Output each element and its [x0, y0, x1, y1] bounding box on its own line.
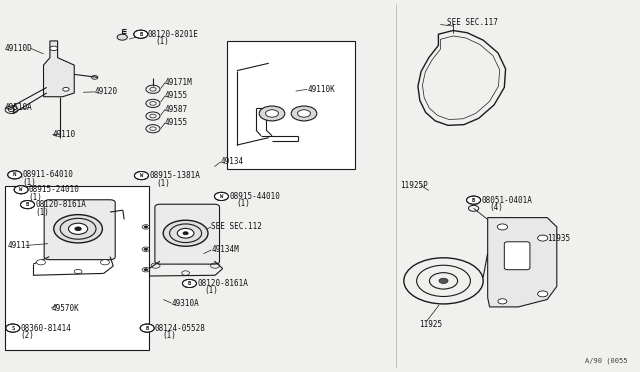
Text: B: B	[145, 326, 149, 331]
Text: 08124-05528: 08124-05528	[155, 324, 205, 333]
Text: 08915-1381A: 08915-1381A	[149, 171, 200, 180]
Circle shape	[8, 171, 22, 179]
FancyBboxPatch shape	[44, 200, 115, 260]
Text: (1): (1)	[237, 199, 251, 208]
Text: 08120-8161A: 08120-8161A	[35, 200, 86, 209]
Circle shape	[54, 215, 102, 243]
Text: 49155: 49155	[165, 118, 188, 127]
Text: 49587: 49587	[165, 105, 188, 114]
Circle shape	[182, 279, 196, 288]
Text: 11935: 11935	[547, 234, 570, 243]
Text: 08051-0401A: 08051-0401A	[481, 196, 532, 205]
Circle shape	[20, 201, 35, 209]
Circle shape	[214, 192, 228, 201]
Text: 49110K: 49110K	[307, 85, 335, 94]
Circle shape	[498, 299, 507, 304]
Circle shape	[467, 196, 481, 204]
Text: (1): (1)	[35, 208, 49, 217]
Text: 08911-64010: 08911-64010	[22, 170, 73, 179]
Circle shape	[291, 106, 317, 121]
Circle shape	[298, 110, 310, 117]
Circle shape	[144, 248, 148, 250]
Text: B: B	[139, 32, 143, 37]
Text: 11925P: 11925P	[400, 181, 428, 190]
Bar	[5, 186, 149, 350]
FancyBboxPatch shape	[155, 204, 220, 264]
Circle shape	[538, 235, 548, 241]
Text: B: B	[472, 198, 476, 203]
Text: SEE SEC.112: SEE SEC.112	[211, 222, 262, 231]
Circle shape	[538, 291, 548, 297]
Circle shape	[134, 30, 148, 38]
Text: (1): (1)	[157, 179, 171, 187]
Text: S: S	[11, 326, 15, 331]
Text: W: W	[140, 173, 143, 178]
Text: 49120: 49120	[95, 87, 118, 96]
Circle shape	[68, 223, 88, 234]
Text: 49171M: 49171M	[165, 78, 193, 87]
FancyBboxPatch shape	[504, 242, 530, 270]
Text: 49110D: 49110D	[5, 44, 33, 53]
Circle shape	[6, 324, 20, 332]
Circle shape	[117, 34, 127, 40]
Text: 49310A: 49310A	[172, 299, 199, 308]
Circle shape	[144, 269, 148, 271]
Text: 08915-24010: 08915-24010	[29, 185, 79, 194]
Text: (4): (4)	[489, 203, 503, 212]
Text: (1): (1)	[22, 178, 36, 187]
Text: W: W	[220, 194, 223, 199]
Circle shape	[50, 46, 58, 51]
Text: 08360-81414: 08360-81414	[20, 324, 71, 333]
Circle shape	[259, 106, 285, 121]
Circle shape	[134, 171, 148, 180]
Text: 08120-8161A: 08120-8161A	[197, 279, 248, 288]
Text: A/90 (0055: A/90 (0055	[585, 357, 627, 364]
Circle shape	[266, 110, 278, 117]
Text: 49570K: 49570K	[51, 304, 79, 312]
Text: (1): (1)	[29, 193, 43, 202]
Circle shape	[177, 228, 194, 238]
Text: (1): (1)	[205, 286, 219, 295]
Text: W: W	[19, 187, 23, 192]
Circle shape	[183, 232, 188, 235]
Text: N: N	[13, 172, 17, 177]
Text: 11925: 11925	[419, 320, 442, 329]
Text: 49111: 49111	[8, 241, 31, 250]
Bar	[227, 41, 355, 169]
Polygon shape	[44, 41, 74, 97]
Text: 49510A: 49510A	[5, 103, 33, 112]
Circle shape	[100, 260, 109, 265]
Circle shape	[14, 186, 28, 194]
Circle shape	[497, 224, 508, 230]
Circle shape	[140, 324, 154, 332]
Text: 49155: 49155	[165, 92, 188, 100]
Circle shape	[439, 278, 448, 283]
Text: 08915-44010: 08915-44010	[229, 192, 280, 201]
Circle shape	[144, 226, 148, 228]
Text: 49134: 49134	[221, 157, 244, 166]
Text: 49134M: 49134M	[211, 246, 239, 254]
Text: 49110: 49110	[52, 130, 76, 139]
Text: (2): (2)	[20, 331, 35, 340]
Circle shape	[36, 260, 45, 265]
Text: B: B	[26, 202, 29, 207]
Text: SEE SEC.117: SEE SEC.117	[447, 18, 497, 27]
Text: (1): (1)	[155, 37, 169, 46]
Text: B: B	[188, 281, 191, 286]
Text: 08120-8201E: 08120-8201E	[147, 30, 198, 39]
Circle shape	[75, 227, 81, 231]
Circle shape	[63, 87, 69, 91]
Text: (1): (1)	[163, 331, 177, 340]
Polygon shape	[488, 218, 557, 307]
Circle shape	[163, 220, 208, 246]
